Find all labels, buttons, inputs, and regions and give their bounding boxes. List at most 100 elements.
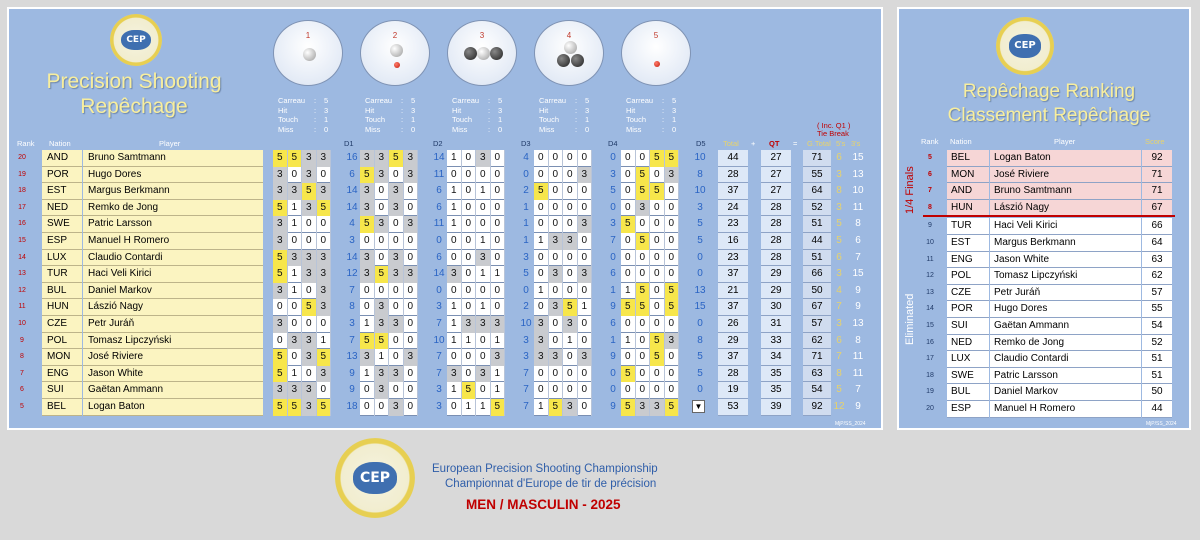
- shot-score-cell[interactable]: 1: [288, 365, 302, 383]
- shot-score-cell[interactable]: 0: [288, 299, 302, 316]
- shot-score-cell[interactable]: 0: [389, 216, 404, 233]
- shot-score-cell[interactable]: 3: [273, 382, 288, 399]
- shot-score-cell[interactable]: 0: [563, 349, 578, 366]
- shot-score-cell[interactable]: 3: [302, 166, 317, 184]
- shot-score-cell[interactable]: 3: [490, 349, 505, 366]
- shot-score-cell[interactable]: 0: [534, 365, 549, 383]
- shot-score-cell[interactable]: 5: [621, 365, 636, 383]
- shot-score-cell[interactable]: 5: [650, 349, 665, 366]
- shot-score-cell[interactable]: 3: [316, 282, 331, 300]
- shot-score-cell[interactable]: 3: [548, 266, 563, 283]
- shot-score-cell[interactable]: 3: [577, 216, 592, 233]
- shot-score-cell[interactable]: 0: [549, 316, 563, 333]
- shot-score-cell[interactable]: 3: [374, 216, 389, 233]
- shot-score-cell[interactable]: 0: [462, 216, 476, 233]
- shot-score-cell[interactable]: 0: [491, 166, 505, 184]
- shot-score-cell[interactable]: 0: [302, 316, 317, 333]
- shot-score-cell[interactable]: 3: [650, 399, 665, 416]
- shot-score-cell[interactable]: 0: [462, 282, 476, 300]
- shot-score-cell[interactable]: 0: [360, 382, 375, 399]
- shot-score-cell[interactable]: 0: [650, 166, 665, 184]
- shot-score-cell[interactable]: 5: [621, 299, 636, 316]
- shot-score-cell[interactable]: 5: [287, 150, 302, 167]
- shot-score-cell[interactable]: 0: [578, 365, 592, 383]
- shot-score-cell[interactable]: 0: [491, 282, 505, 300]
- shot-score-cell[interactable]: 0: [462, 199, 476, 217]
- shot-score-cell[interactable]: 5: [273, 349, 288, 366]
- shot-score-cell[interactable]: 1: [621, 282, 636, 300]
- shot-score-cell[interactable]: 0: [650, 365, 665, 383]
- shot-score-cell[interactable]: 0: [621, 249, 636, 267]
- shot-score-cell[interactable]: 3: [302, 199, 317, 217]
- shot-score-cell[interactable]: 3: [374, 382, 389, 399]
- shot-score-cell[interactable]: 0: [375, 233, 389, 250]
- shot-score-cell[interactable]: 3: [316, 150, 331, 167]
- shot-score-cell[interactable]: 0: [476, 166, 491, 184]
- shot-score-cell[interactable]: 3: [635, 199, 650, 217]
- shot-score-cell[interactable]: 0: [621, 382, 636, 399]
- shot-score-cell[interactable]: 0: [636, 150, 650, 167]
- shot-score-cell[interactable]: 1: [288, 266, 302, 283]
- shot-score-cell[interactable]: 3: [476, 365, 491, 383]
- shot-score-cell[interactable]: 1: [447, 299, 462, 316]
- shot-score-cell[interactable]: 0: [491, 150, 505, 167]
- shot-score-cell[interactable]: 0: [360, 299, 375, 316]
- shot-score-cell[interactable]: 5: [374, 266, 389, 283]
- shot-score-cell[interactable]: 1: [447, 332, 462, 350]
- shot-score-cell[interactable]: 0: [462, 349, 476, 366]
- shot-score-cell[interactable]: 0: [288, 233, 302, 250]
- shot-score-cell[interactable]: 0: [578, 233, 592, 250]
- shot-score-cell[interactable]: 3: [563, 233, 578, 250]
- shot-score-cell[interactable]: 0: [462, 166, 476, 184]
- shot-score-cell[interactable]: 0: [404, 316, 418, 333]
- shot-score-cell[interactable]: 0: [636, 332, 650, 350]
- shot-score-cell[interactable]: 1: [491, 365, 505, 383]
- shot-score-cell[interactable]: 3: [302, 349, 317, 366]
- shot-score-cell[interactable]: 0: [404, 233, 418, 250]
- shot-score-cell[interactable]: 0: [578, 382, 592, 399]
- shot-score-cell[interactable]: 3: [302, 150, 317, 167]
- shot-score-cell[interactable]: 0: [404, 183, 418, 200]
- shot-score-cell[interactable]: 0: [549, 199, 563, 217]
- shot-score-cell[interactable]: 0: [389, 382, 404, 399]
- shot-score-cell[interactable]: 0: [549, 365, 563, 383]
- shot-score-cell[interactable]: 0: [360, 282, 375, 300]
- shot-score-cell[interactable]: 3: [635, 399, 650, 416]
- shot-score-cell[interactable]: 3: [403, 266, 418, 283]
- shot-score-cell[interactable]: 0: [578, 199, 592, 217]
- shot-score-cell[interactable]: 0: [549, 282, 563, 300]
- shot-score-cell[interactable]: 0: [375, 183, 389, 200]
- shot-score-cell[interactable]: 0: [665, 199, 679, 217]
- shot-score-cell[interactable]: 0: [404, 399, 418, 416]
- shot-score-cell[interactable]: 0: [491, 299, 505, 316]
- shot-score-cell[interactable]: 3: [534, 332, 549, 350]
- shot-score-cell[interactable]: 0: [375, 249, 389, 267]
- shot-score-cell[interactable]: 0: [389, 233, 404, 250]
- shot-score-cell[interactable]: 0: [578, 150, 592, 167]
- shot-score-cell[interactable]: 5: [650, 332, 665, 350]
- shot-score-cell[interactable]: 0: [476, 282, 491, 300]
- shot-score-cell[interactable]: 0: [665, 316, 679, 333]
- shot-score-cell[interactable]: 5: [664, 299, 679, 316]
- shot-score-cell[interactable]: 0: [621, 233, 636, 250]
- shot-score-cell[interactable]: 0: [317, 382, 331, 399]
- shot-score-cell[interactable]: 0: [578, 316, 592, 333]
- shot-score-cell[interactable]: 3: [534, 316, 549, 333]
- shot-score-cell[interactable]: 0: [534, 249, 549, 267]
- shot-score-cell[interactable]: 5: [302, 299, 317, 316]
- shot-score-cell[interactable]: 5: [664, 399, 679, 416]
- shot-score-cell[interactable]: 0: [447, 282, 462, 300]
- shot-score-cell[interactable]: 5: [360, 216, 375, 233]
- shot-score-cell[interactable]: 0: [650, 266, 665, 283]
- shot-score-cell[interactable]: 1: [462, 399, 476, 416]
- shot-score-cell[interactable]: 0: [375, 399, 389, 416]
- shot-score-cell[interactable]: 0: [650, 382, 665, 399]
- shot-score-cell[interactable]: 3: [577, 166, 592, 184]
- shot-score-cell[interactable]: 5: [664, 282, 679, 300]
- shot-score-cell[interactable]: 0: [317, 166, 331, 184]
- shot-score-cell[interactable]: 5: [635, 282, 650, 300]
- shot-score-cell[interactable]: 5: [273, 199, 288, 217]
- shot-score-cell[interactable]: 0: [636, 249, 650, 267]
- shot-score-cell[interactable]: 5: [273, 266, 288, 283]
- shot-score-cell[interactable]: 0: [549, 166, 563, 184]
